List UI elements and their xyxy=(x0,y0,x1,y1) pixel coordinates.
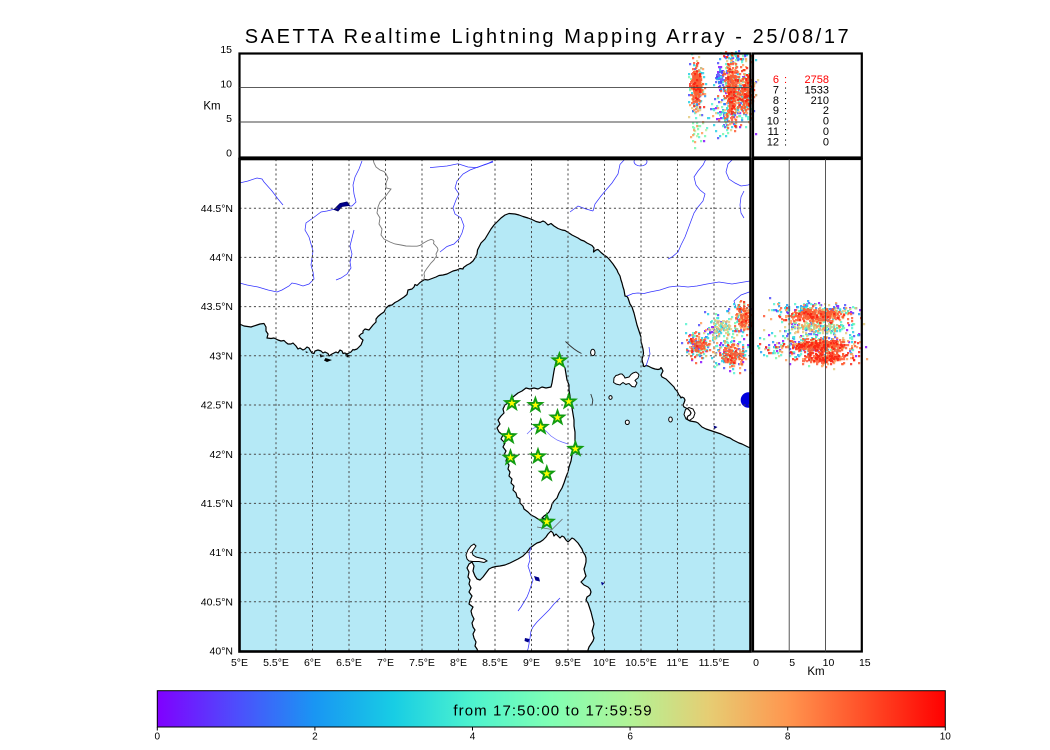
svg-text:6.5°E: 6.5°E xyxy=(336,657,362,669)
svg-text::: : xyxy=(784,74,787,86)
svg-text:4: 4 xyxy=(470,732,476,743)
svg-text:9: 9 xyxy=(773,105,779,117)
svg-text:44.5°N: 44.5°N xyxy=(201,203,233,215)
svg-text:from 17:50:00 to 17:59:59: from 17:50:00 to 17:59:59 xyxy=(453,703,652,720)
svg-text:0: 0 xyxy=(823,136,829,148)
svg-text:43°N: 43°N xyxy=(210,350,233,362)
svg-text:9°E: 9°E xyxy=(523,657,540,669)
svg-text:40.5°N: 40.5°N xyxy=(201,596,233,608)
svg-text:10°E: 10°E xyxy=(593,657,616,669)
svg-text:11.5°E: 11.5°E xyxy=(699,657,730,669)
svg-text:11: 11 xyxy=(768,126,779,138)
svg-text::: : xyxy=(784,95,787,107)
svg-text::: : xyxy=(784,84,787,96)
svg-text:11°E: 11°E xyxy=(666,657,688,669)
svg-text:2: 2 xyxy=(823,105,829,117)
svg-text:2: 2 xyxy=(312,732,318,743)
svg-text:Km: Km xyxy=(203,101,220,113)
svg-text::: : xyxy=(784,136,787,148)
svg-text::: : xyxy=(784,126,787,138)
svg-text:10: 10 xyxy=(940,732,952,743)
svg-text:10.5°E: 10.5°E xyxy=(625,657,657,669)
svg-text:7.5°E: 7.5°E xyxy=(409,657,435,669)
svg-text:2758: 2758 xyxy=(805,74,829,86)
svg-text:41.5°N: 41.5°N xyxy=(201,498,233,510)
svg-text:40°N: 40°N xyxy=(210,646,233,658)
svg-text:210: 210 xyxy=(811,95,829,107)
svg-text:7: 7 xyxy=(773,84,779,96)
svg-text:Km: Km xyxy=(807,666,824,678)
svg-text:1533: 1533 xyxy=(805,84,829,96)
svg-text:0: 0 xyxy=(226,148,232,160)
svg-text:8°E: 8°E xyxy=(450,657,467,669)
svg-text:8: 8 xyxy=(785,732,791,743)
svg-text:5: 5 xyxy=(226,113,232,125)
svg-text:5°E: 5°E xyxy=(231,657,248,669)
svg-text:6°E: 6°E xyxy=(304,657,321,669)
svg-text:10: 10 xyxy=(220,78,232,90)
svg-text:9.5°E: 9.5°E xyxy=(555,657,581,669)
svg-text:6: 6 xyxy=(627,732,633,743)
svg-text:5.5°E: 5.5°E xyxy=(263,657,289,669)
svg-text:0: 0 xyxy=(823,126,829,138)
svg-text:0: 0 xyxy=(753,657,759,669)
svg-text:5: 5 xyxy=(789,657,795,669)
svg-text::: : xyxy=(784,116,787,128)
svg-text:43.5°N: 43.5°N xyxy=(201,301,233,313)
svg-text:8: 8 xyxy=(773,95,779,107)
svg-text:0: 0 xyxy=(823,116,829,128)
svg-text:10: 10 xyxy=(823,657,835,669)
svg-text:10: 10 xyxy=(767,116,779,128)
svg-text::: : xyxy=(784,105,787,117)
svg-text:42.5°N: 42.5°N xyxy=(201,400,233,412)
svg-text:15: 15 xyxy=(859,657,871,669)
svg-text:42°N: 42°N xyxy=(210,449,233,461)
svg-text:41°N: 41°N xyxy=(210,547,233,559)
svg-text:44°N: 44°N xyxy=(210,252,233,264)
svg-text:7°E: 7°E xyxy=(377,657,394,669)
svg-text:SAETTA Realtime Lightning Mapp: SAETTA Realtime Lightning Mapping Array … xyxy=(245,26,852,48)
svg-text:0: 0 xyxy=(155,732,161,743)
svg-text:8.5°E: 8.5°E xyxy=(482,657,508,669)
svg-text:12: 12 xyxy=(767,136,779,148)
svg-text:15: 15 xyxy=(220,44,232,56)
svg-text:6: 6 xyxy=(773,74,779,86)
